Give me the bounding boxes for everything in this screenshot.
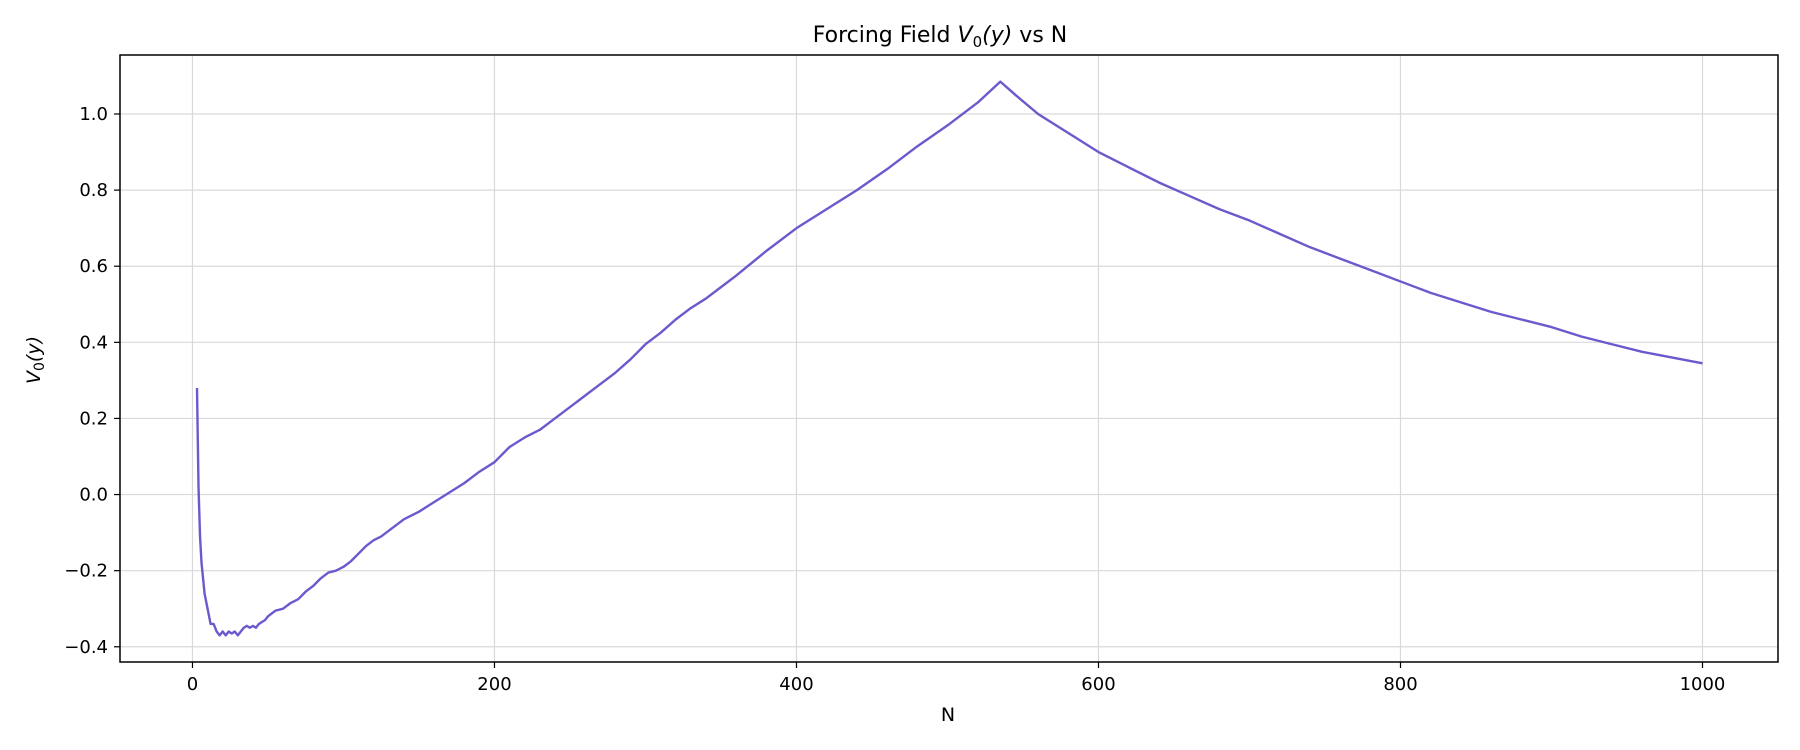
grid (120, 55, 1778, 662)
x-tick-label: 200 (477, 674, 511, 695)
plot-frame (119, 54, 1779, 663)
x-tick-label: 600 (1081, 674, 1115, 695)
x-tick-label: 0 (187, 674, 198, 695)
series-line (195, 80, 1703, 637)
y-tick-label: 0.0 (79, 485, 108, 506)
y-tick-label: 0.6 (79, 256, 108, 277)
y-tick-label: 0.8 (79, 180, 108, 201)
y-tick-label: 0.4 (79, 332, 108, 353)
x-tick-label: 800 (1383, 674, 1417, 695)
x-axis-label: N (941, 704, 955, 726)
plot-area (195, 80, 1703, 637)
chart-title: Forcing Field V0(y) vs N (813, 23, 1068, 51)
y-tick-label: 1.0 (79, 104, 108, 125)
y-tick-label: −0.2 (64, 561, 108, 582)
y-tick-label: 0.2 (79, 408, 108, 429)
x-axis: 0 200 400 600 800 1000 (187, 662, 1726, 695)
x-tick-label: 400 (779, 674, 813, 695)
x-tick-label: 1000 (1680, 674, 1726, 695)
y-axis-label: V0(y) (23, 336, 48, 384)
y-axis: −0.4 −0.2 0.0 0.2 0.4 0.6 0.8 1.0 (64, 104, 120, 658)
y-tick-label: −0.4 (64, 637, 108, 658)
